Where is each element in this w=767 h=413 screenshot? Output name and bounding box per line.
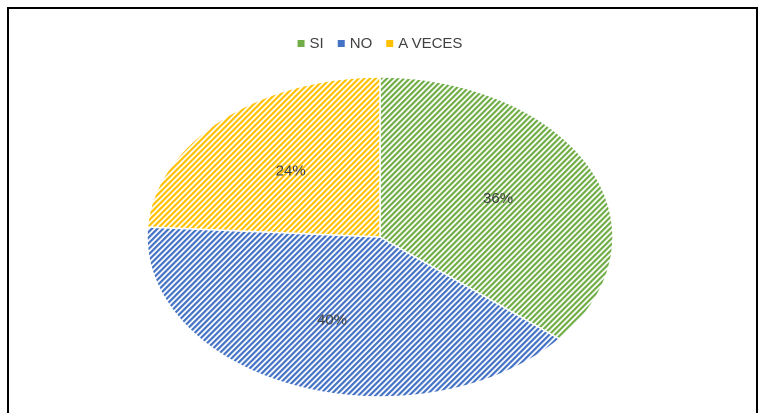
legend-marker <box>337 40 345 47</box>
data-label: 24% <box>276 163 306 180</box>
data-label: 36% <box>483 190 513 207</box>
legend-label: SI <box>310 35 324 52</box>
legend-marker <box>297 40 305 47</box>
pie-slice <box>146 76 381 238</box>
pie-slice <box>146 226 561 398</box>
legend-marker <box>386 40 394 47</box>
data-label: 40% <box>317 311 347 328</box>
legend-label: A VECES <box>398 35 462 52</box>
legend: SI NO A VECES <box>297 35 462 52</box>
legend-label: NO <box>350 35 373 52</box>
pie-slice <box>379 76 614 340</box>
